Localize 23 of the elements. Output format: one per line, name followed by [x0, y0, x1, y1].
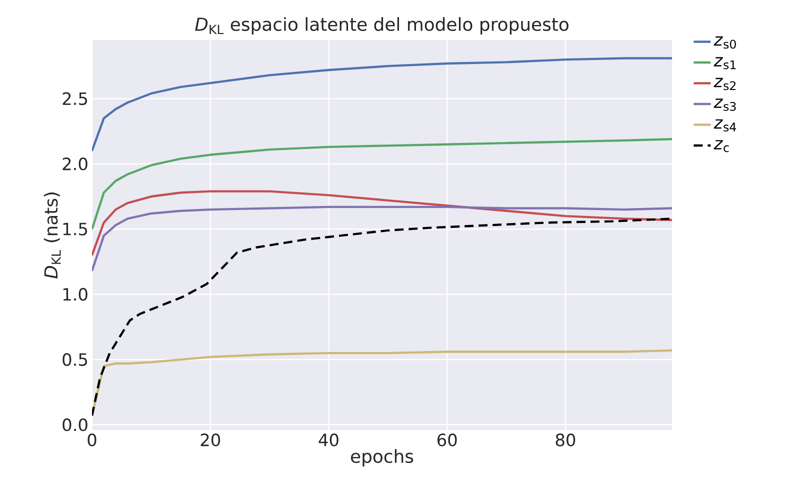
legend-label: z$_{c}$ — [714, 140, 729, 152]
x-axis-title: epochs — [351, 449, 414, 467]
x-tick-label: 80 — [556, 434, 576, 446]
legend-label: z$_{s2}$ — [714, 78, 736, 90]
x-tick-label: 20 — [200, 434, 220, 446]
y-tick-label: 1.5 — [63, 222, 87, 236]
legend-label: z$_{s4}$ — [714, 119, 736, 132]
legend-label: z$_{s0}$ — [714, 36, 736, 49]
x-tick-label: 60 — [438, 434, 457, 446]
y-tick-label: 0.5 — [62, 353, 87, 366]
y-tick-label: 0.0 — [62, 418, 88, 432]
y-tick-label: 1.0 — [63, 288, 88, 301]
legend-label: z$_{s1}$ — [714, 57, 736, 70]
x-tick-label: 0 — [88, 434, 96, 446]
chart-title: D$_{KL}$ espacio latente del modelo propuesto — [195, 17, 568, 35]
line-series — [92, 218, 672, 417]
y-tick-label: 2.5 — [62, 92, 87, 106]
y-tick-label: 2.0 — [62, 158, 88, 170]
line-series — [92, 57, 672, 152]
legend-label: z$_{s3}$ — [714, 98, 736, 111]
y-axis-title: D$_{KL}$ (nats) — [44, 192, 61, 278]
line-series — [92, 190, 672, 256]
x-tick-label: 40 — [318, 434, 338, 446]
